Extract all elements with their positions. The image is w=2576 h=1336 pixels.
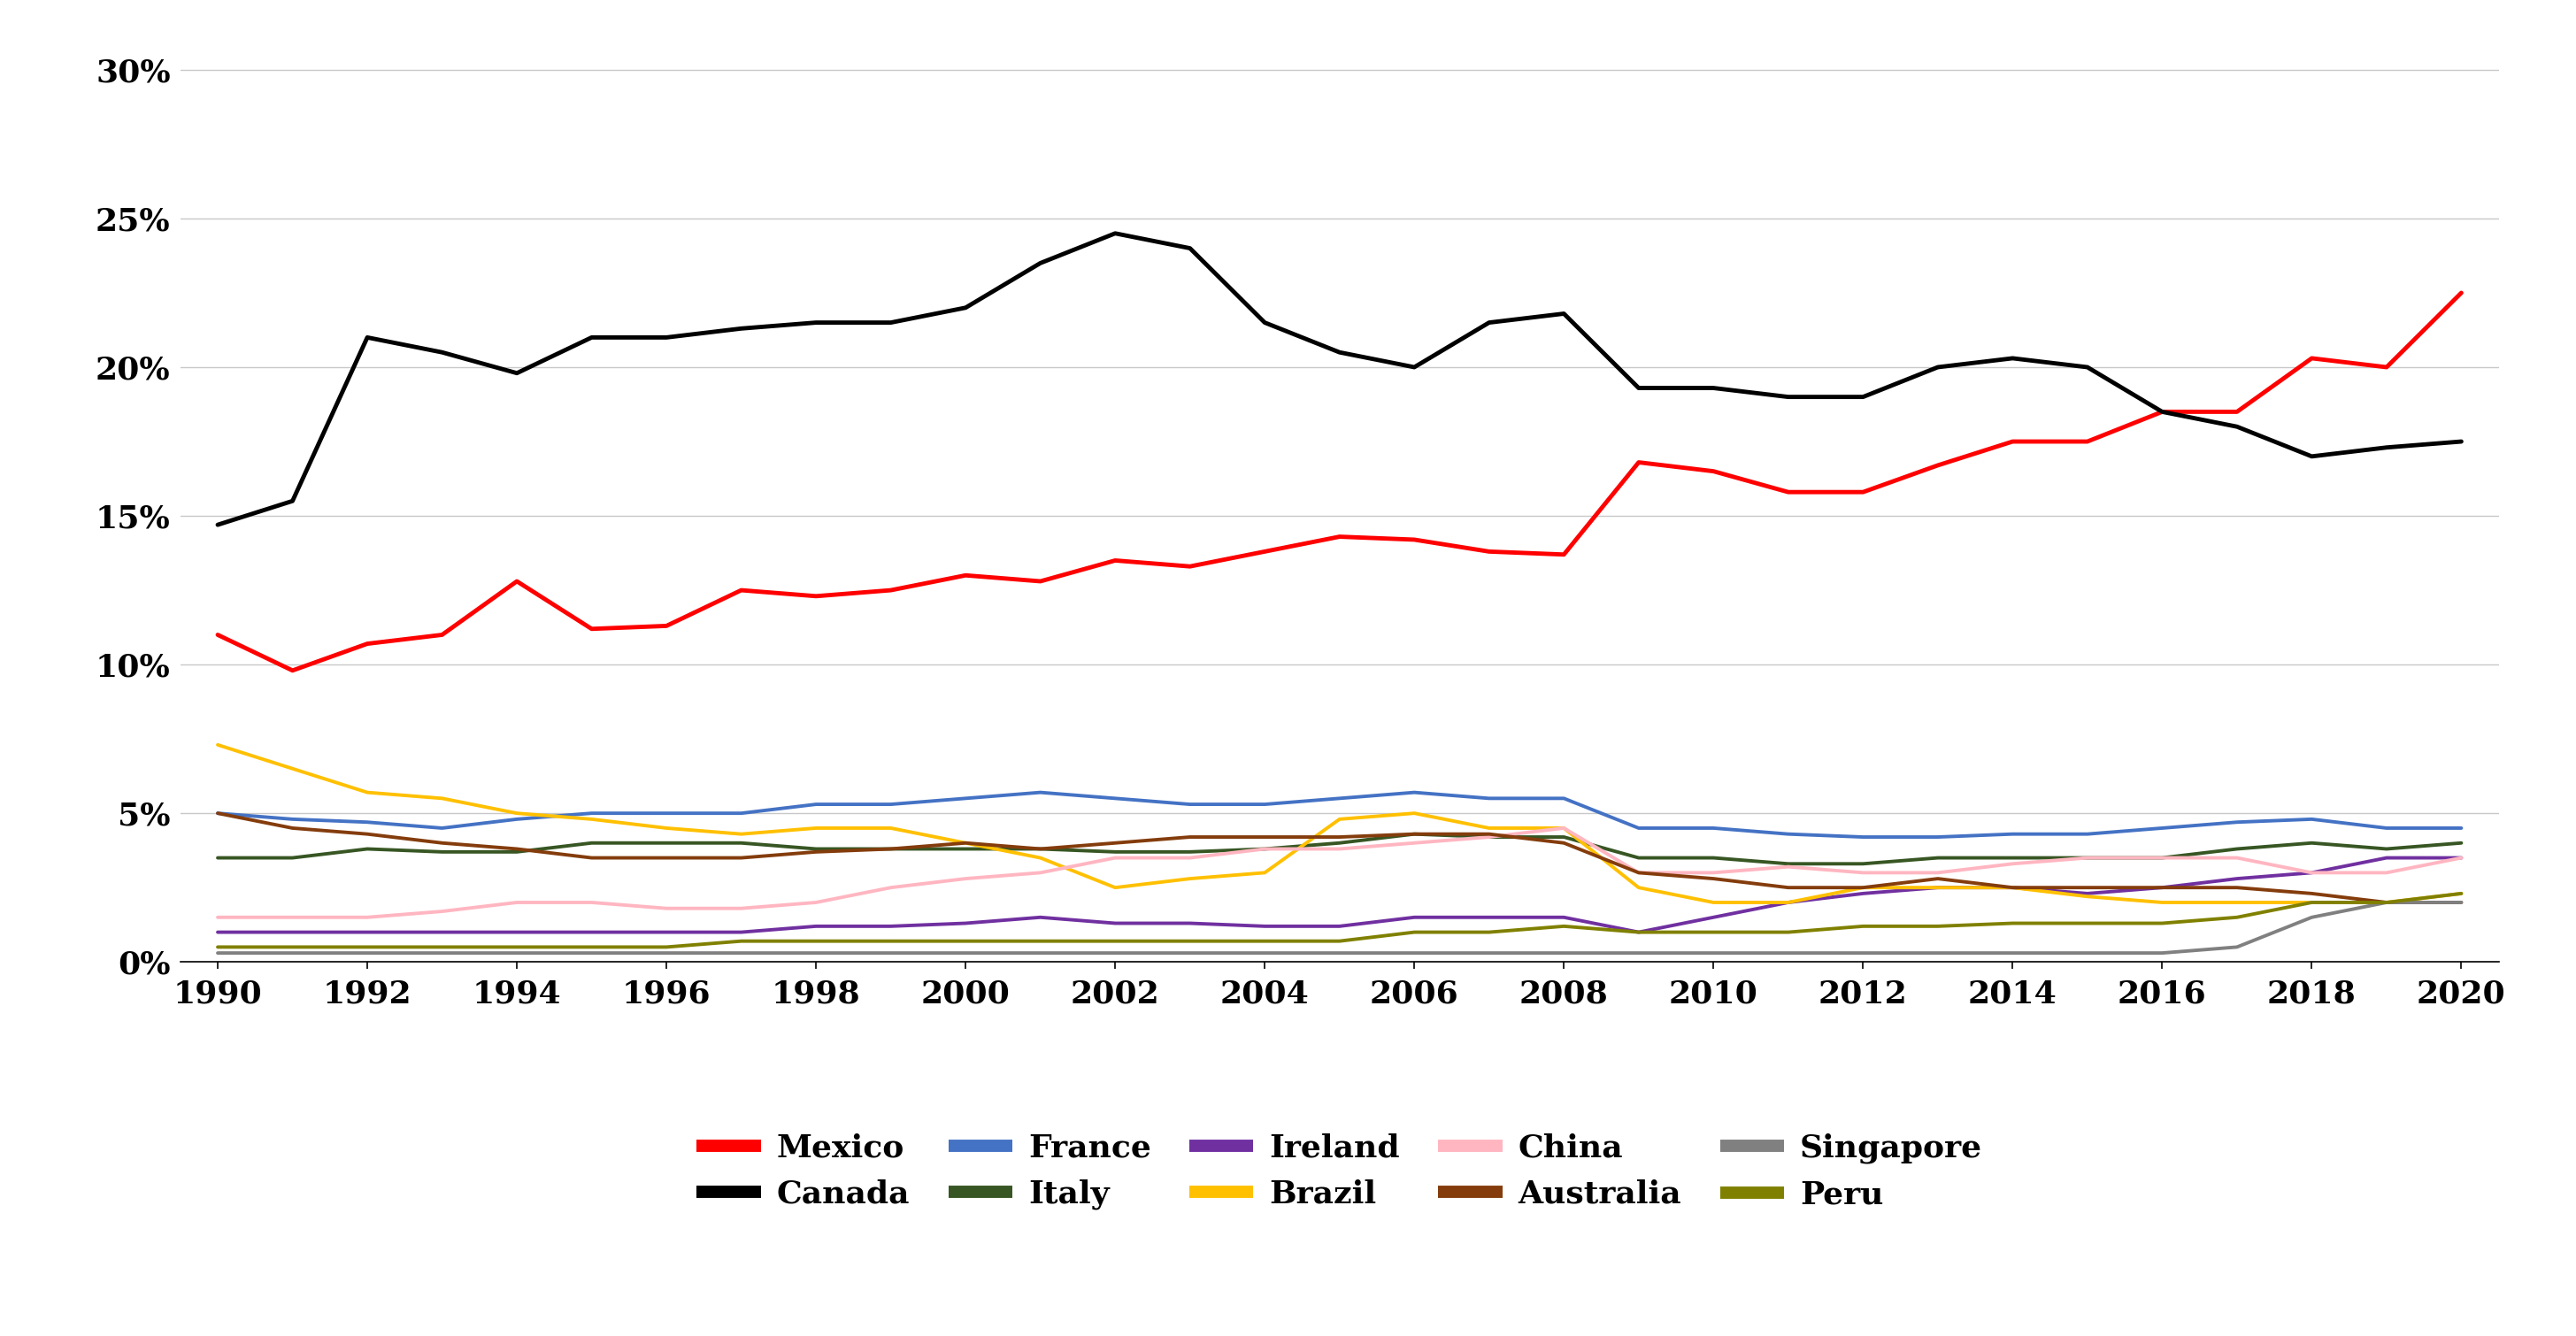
Legend: Mexico, Canada, France, Italy, Ireland, Brazil, China, Australia, Singapore, Per: Mexico, Canada, France, Italy, Ireland, … [685, 1121, 1994, 1222]
